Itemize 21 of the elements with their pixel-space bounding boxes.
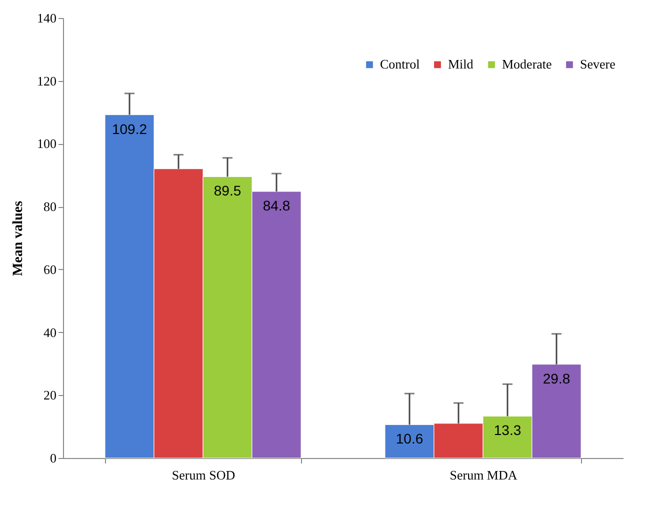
y-tick-label: 140 — [37, 10, 56, 26]
y-tick-label: 80 — [44, 199, 56, 214]
legend-label: Severe — [580, 56, 616, 72]
y-tick-label: 40 — [44, 324, 56, 340]
y-tick-label: 20 — [44, 388, 56, 403]
legend-label: Control — [380, 56, 420, 72]
legend-label: Moderate — [502, 56, 552, 72]
legend-label: Mild — [448, 56, 474, 72]
x-tick-label: Serum MDA — [450, 468, 518, 482]
y-tick-label: 60 — [44, 262, 56, 277]
y-tick-label: 0 — [50, 450, 56, 466]
data-label: 89.5 — [214, 182, 242, 199]
data-label: 29.8 — [542, 370, 570, 386]
data-label: 10.6 — [396, 430, 424, 447]
x-tick-label: Serum SOD — [172, 468, 236, 482]
y-axis-title: Mean values — [11, 200, 26, 276]
y-tick-label: 100 — [37, 136, 56, 152]
data-label: 13.3 — [494, 422, 522, 438]
data-label: 109.2 — [112, 120, 148, 137]
data-label: 84.8 — [262, 197, 290, 214]
y-tick-label: 120 — [37, 73, 56, 88]
